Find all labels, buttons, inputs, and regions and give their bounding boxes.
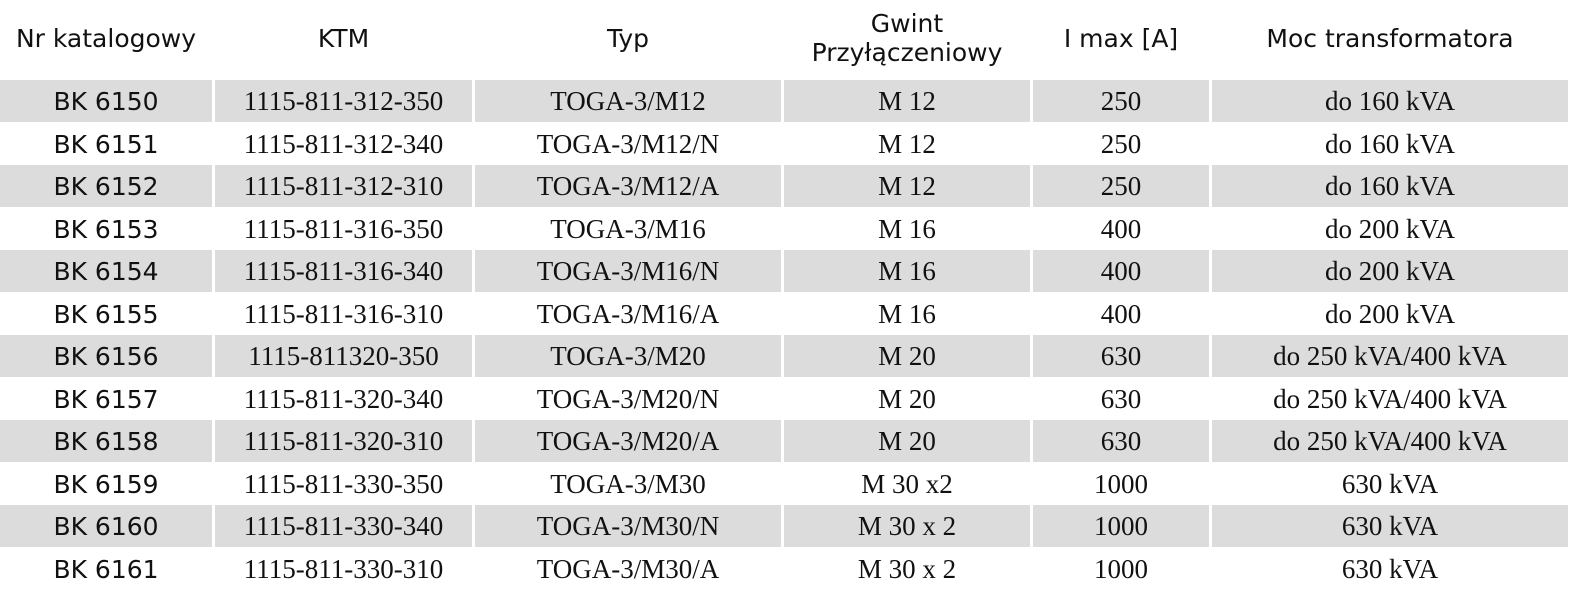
imax-cell: 400 [1100, 213, 1142, 244]
catalog-number-cell: BK 6157 [53, 384, 159, 414]
table-row: BK 6156 1115-811320-350 TOGA-3/M20 M 20 630 d… [0, 335, 1596, 377]
type-cell: TOGA-3/M20 [475, 335, 781, 377]
table-row: BK 6160 1115-811-330-340 TOGA-3/M30/N M 30 … [0, 505, 1596, 547]
table-row: BK 6155 1115-811-316-310 TOGA-3/M16/A M 16 4… [0, 293, 1596, 335]
imax-cell: 1000 [1094, 468, 1148, 499]
transformer-power-cell: do 250 kVA/400 kVA [1273, 383, 1507, 414]
imax-cell: 1000 [1094, 553, 1148, 584]
imax-cell: 250 [1033, 80, 1209, 122]
transformer-power-cell: do 250 kVA/400 kVA [1212, 335, 1568, 377]
transformer-power-cell: 630 kVA [1212, 505, 1568, 547]
imax-cell: 630 [1033, 420, 1209, 462]
table-row: BK 6153 1115-811-316-350 TOGA-3/M16 M 16 400… [0, 208, 1596, 250]
ktm-cell: 1115-811-330-310 [243, 553, 444, 584]
transformer-power-cell: do 200 kVA [1324, 298, 1456, 329]
thread-cell: M 20 [878, 383, 936, 414]
ktm-cell: 1115-811-316-350 [243, 213, 444, 244]
imax-cell: 630 [1100, 383, 1142, 414]
imax-cell: 250 [1033, 165, 1209, 207]
ktm-cell: 1115-811-330-340 [215, 505, 472, 547]
transformer-power-cell: 630 kVA [1341, 553, 1439, 584]
header-ktm: KTM [317, 23, 370, 53]
catalog-number-cell: BK 6159 [53, 469, 159, 499]
ktm-cell: 1115-811-320-310 [215, 420, 472, 462]
thread-cell: M 16 [784, 250, 1030, 292]
catalog-number-cell: BK 6158 [0, 420, 212, 462]
catalog-number-cell: BK 6151 [53, 129, 159, 159]
type-cell: TOGA-3/M30 [550, 468, 706, 499]
ktm-cell: 1115-811-316-340 [215, 250, 472, 292]
table-row: BK 6154 1115-811-316-340 TOGA-3/M16/N M 16 4… [0, 250, 1596, 292]
ktm-cell: 1115-811-312-340 [243, 128, 444, 159]
ktm-cell: 1115-811-330-350 [243, 468, 444, 499]
transformer-power-cell: do 160 kVA [1324, 128, 1456, 159]
type-cell: TOGA-3/M20/N [536, 383, 720, 414]
type-cell: TOGA-3/M12 [475, 80, 781, 122]
thread-cell: M 16 [878, 213, 936, 244]
catalog-number-cell: BK 6154 [0, 250, 212, 292]
transformer-power-cell: do 200 kVA [1212, 250, 1568, 292]
header-type: Typ [606, 23, 650, 53]
thread-cell: M 30 x 2 [857, 553, 957, 584]
catalog-number-cell: BK 6152 [0, 165, 212, 207]
imax-cell: 400 [1100, 298, 1142, 329]
imax-cell: 1000 [1033, 505, 1209, 547]
thread-cell: M 12 [784, 80, 1030, 122]
header-catalog-number: Nr katalogowy [15, 23, 197, 53]
imax-cell: 250 [1100, 128, 1142, 159]
transformer-power-cell: 630 kVA [1341, 468, 1439, 499]
type-cell: TOGA-3/M12/A [475, 165, 781, 207]
ktm-cell: 1115-811-316-310 [243, 298, 444, 329]
table-row: BK 6159 1115-811-330-350 TOGA-3/M30 M 30 x2… [0, 463, 1596, 505]
ktm-cell: 1115-811-312-310 [215, 165, 472, 207]
type-cell: TOGA-3/M16/A [536, 298, 720, 329]
transformer-power-cell: do 200 kVA [1324, 213, 1456, 244]
ktm-cell: 1115-811320-350 [215, 335, 472, 377]
catalog-number-cell: BK 6160 [0, 505, 212, 547]
catalog-number-cell: BK 6153 [53, 214, 159, 244]
table-row: BK 6161 1115-811-330-310 TOGA-3/M30/A M 30 … [0, 548, 1596, 590]
thread-cell: M 30 x2 [861, 468, 953, 499]
transformer-power-cell: do 160 kVA [1212, 165, 1568, 207]
table-row: BK 6151 1115-811-312-340 TOGA-3/M12/N M 12 2… [0, 123, 1596, 165]
table-row: BK 6152 1115-811-312-310 TOGA-3/M12/A M 12 2… [0, 165, 1596, 207]
catalog-number-cell: BK 6150 [0, 80, 212, 122]
catalog-number-cell: BK 6161 [53, 554, 159, 584]
thread-cell: M 30 x 2 [784, 505, 1030, 547]
type-cell: TOGA-3/M16 [550, 213, 706, 244]
ktm-cell: 1115-811-320-340 [243, 383, 444, 414]
catalog-number-cell: BK 6156 [0, 335, 212, 377]
transformer-power-cell: do 160 kVA [1212, 80, 1568, 122]
thread-cell: M 16 [878, 298, 936, 329]
type-cell: TOGA-3/M12/N [536, 128, 720, 159]
type-cell: TOGA-3/M16/N [475, 250, 781, 292]
type-cell: TOGA-3/M30/N [475, 505, 781, 547]
imax-cell: 400 [1033, 250, 1209, 292]
table-header-row: Nr katalogowy KTM Typ Gwint Przyłączenio… [0, 0, 1596, 78]
table-row: BK 6158 1115-811-320-310 TOGA-3/M20/A M 20 6… [0, 420, 1596, 462]
thread-cell: M 20 [784, 335, 1030, 377]
header-imax: I max [A] [1063, 23, 1179, 53]
thread-cell: M 12 [878, 128, 936, 159]
transformer-power-cell: do 250 kVA/400 kVA [1212, 420, 1568, 462]
thread-cell: M 12 [784, 165, 1030, 207]
ktm-cell: 1115-811-312-350 [215, 80, 472, 122]
type-cell: TOGA-3/M20/A [475, 420, 781, 462]
imax-cell: 630 [1033, 335, 1209, 377]
table-row: BK 6157 1115-811-320-340 TOGA-3/M20/N M 20 6… [0, 378, 1596, 420]
type-cell: TOGA-3/M30/A [536, 553, 720, 584]
table-row: BK 6150 1115-811-312-350 TOGA-3/M12 M 12 250… [0, 80, 1596, 122]
thread-cell: M 20 [784, 420, 1030, 462]
header-thread: Gwint Przyłączeniowy [811, 9, 1003, 67]
header-transformer-power: Moc transformatora [1266, 23, 1514, 53]
catalog-number-cell: BK 6155 [53, 299, 159, 329]
